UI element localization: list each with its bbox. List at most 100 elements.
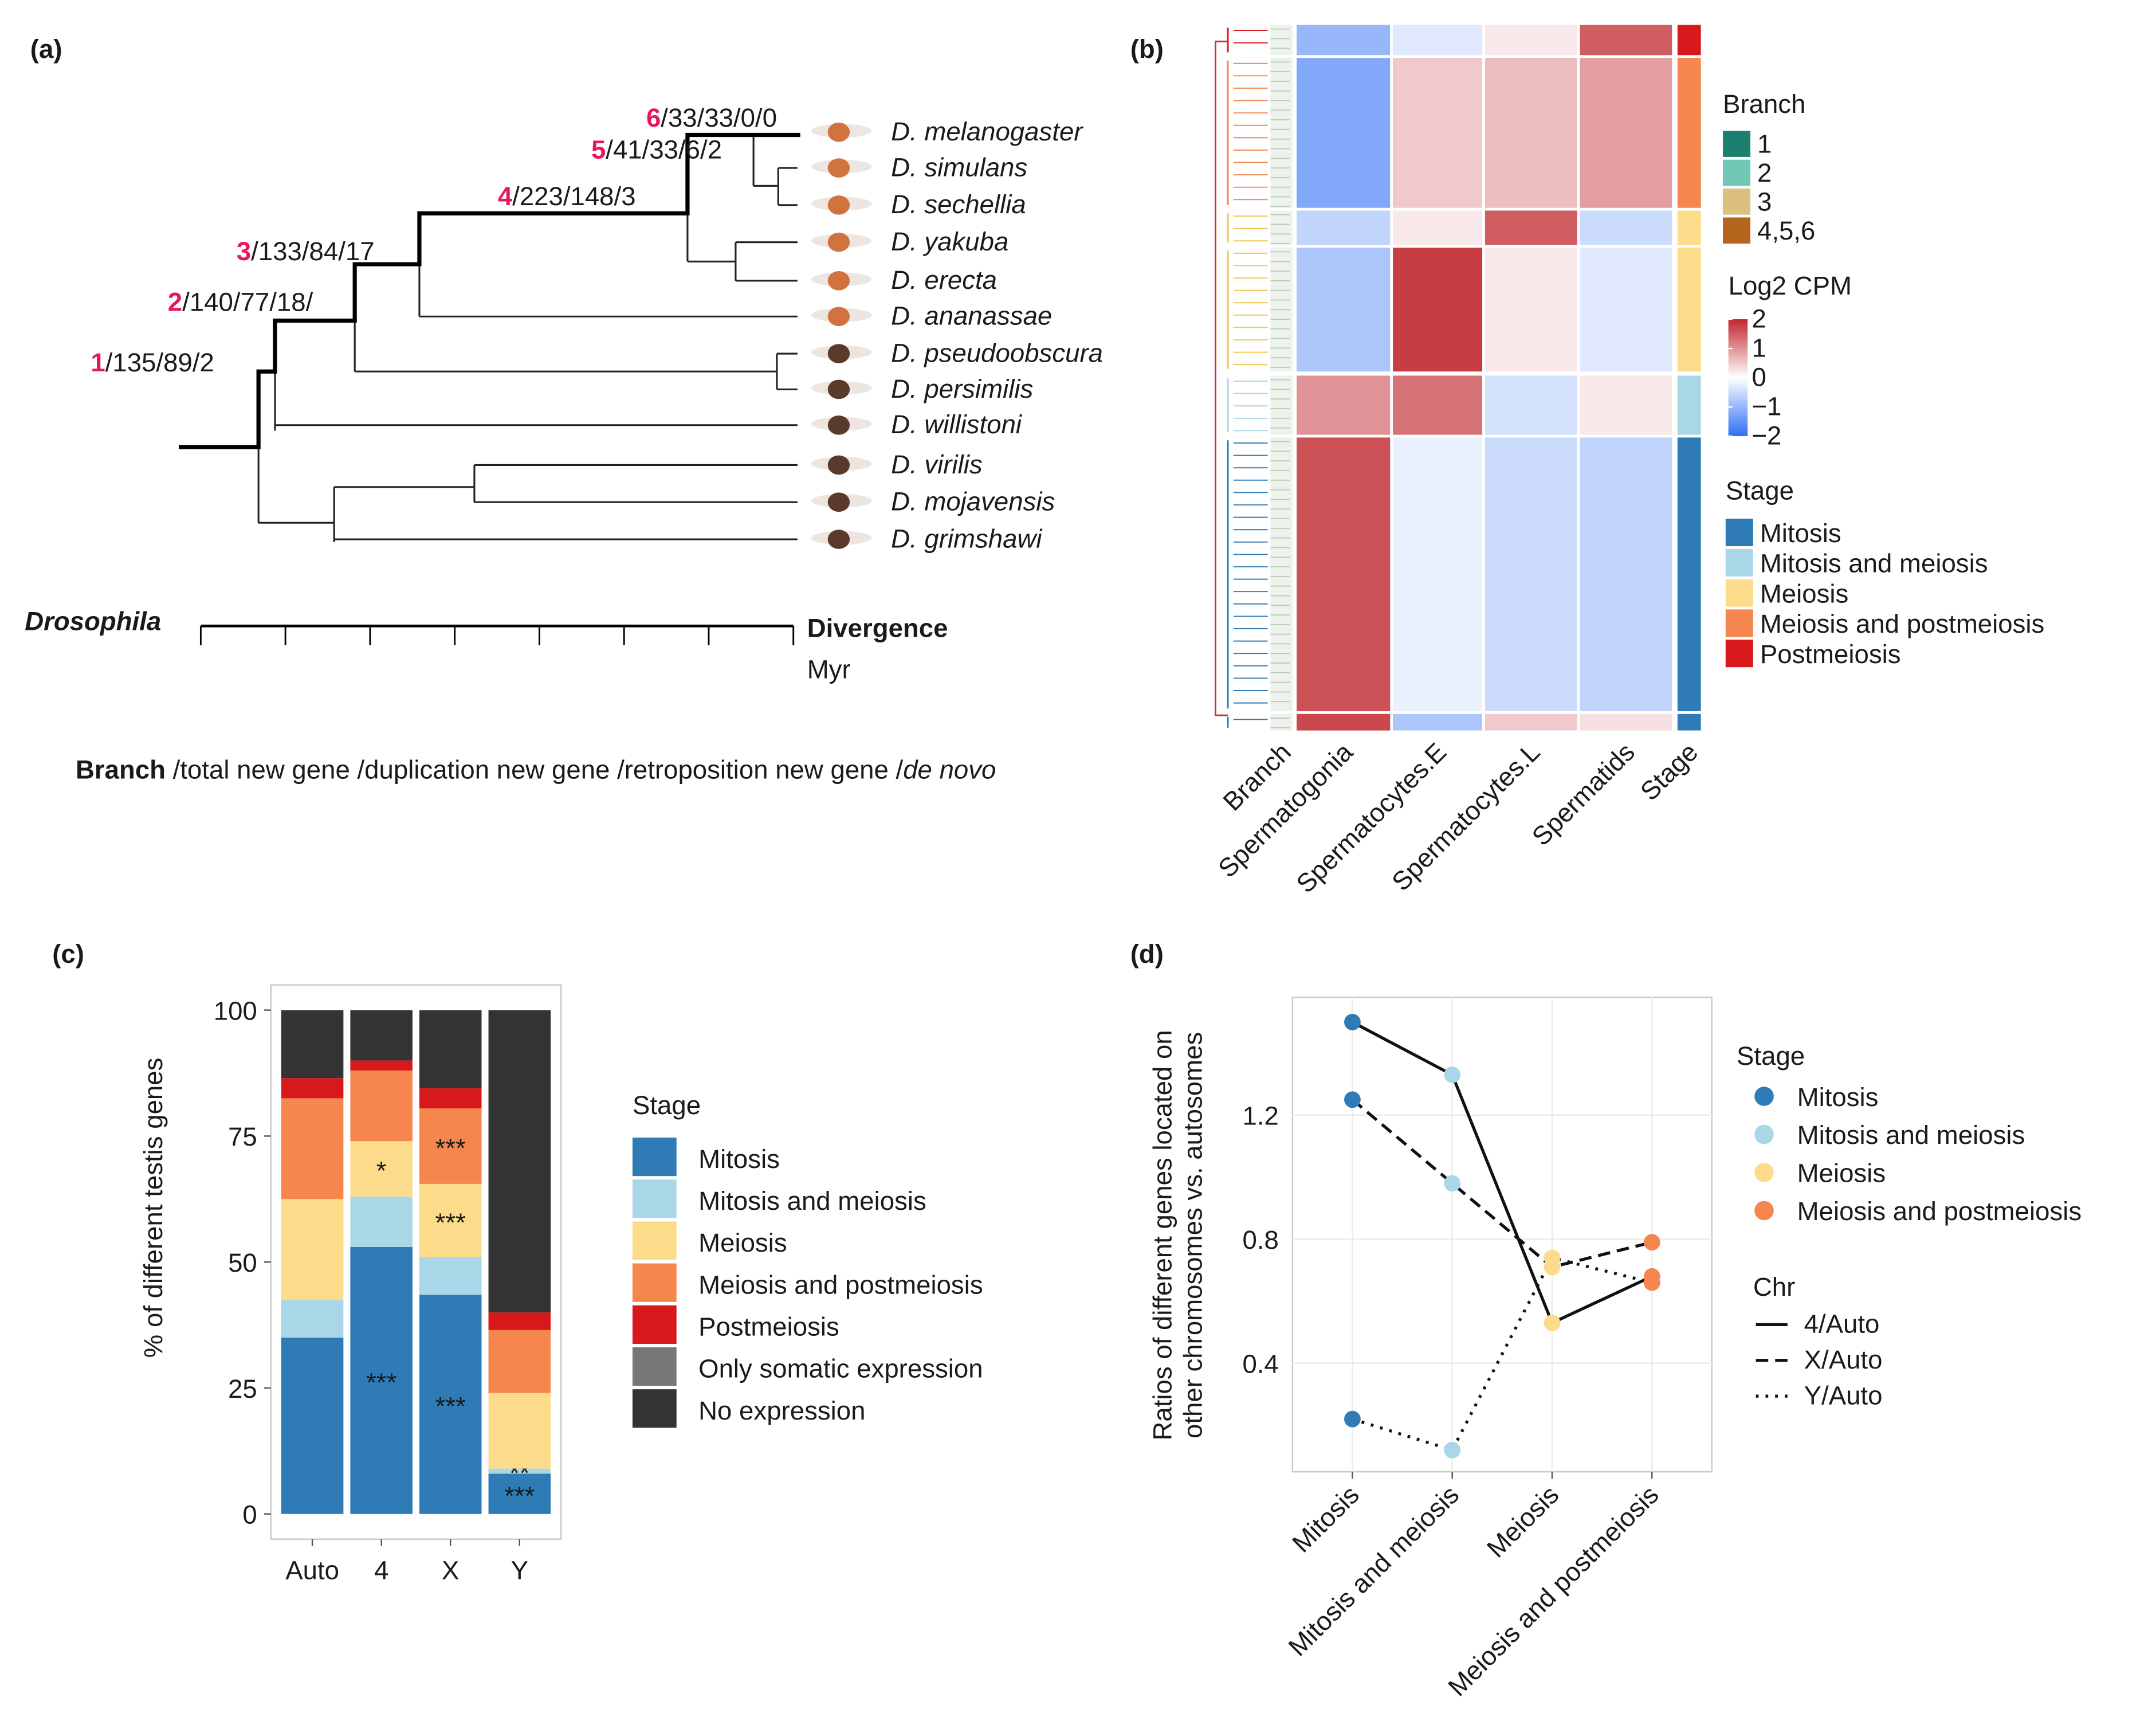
x-tick-label: Y bbox=[511, 1555, 528, 1585]
legend-swatch bbox=[632, 1347, 677, 1386]
panel-label: (c) bbox=[52, 939, 84, 969]
legend-label: Postmeiosis bbox=[1760, 640, 1901, 669]
dendrogram-root bbox=[1215, 40, 1228, 716]
legend-swatch bbox=[1723, 131, 1751, 157]
point bbox=[1544, 1314, 1561, 1331]
heatmap-cell bbox=[1297, 248, 1391, 372]
bar-segment bbox=[419, 1295, 482, 1514]
species-name: D. yakuba bbox=[891, 227, 1008, 256]
legend-label: 4,5,6 bbox=[1757, 216, 1815, 245]
axis-label: Drosophila bbox=[25, 606, 161, 636]
fly-body bbox=[827, 195, 850, 215]
legend-swatch bbox=[1725, 548, 1753, 577]
fly-body bbox=[827, 307, 850, 327]
y-axis-label: other chromosomes vs. autosomes bbox=[1178, 1032, 1207, 1438]
heatmap-cell bbox=[1393, 248, 1483, 372]
legend-title: Chr bbox=[1753, 1272, 1795, 1301]
branch-label: 6/33/33/0/0 bbox=[646, 103, 777, 132]
legend-label: No expression bbox=[698, 1396, 865, 1425]
branch-number: 2 bbox=[168, 288, 182, 317]
legend-swatch bbox=[1723, 159, 1751, 186]
y-axis-label: % of different testis genes bbox=[139, 1058, 168, 1358]
legend-label: Meiosis bbox=[1760, 579, 1849, 608]
branch-counts: /223/148/3 bbox=[512, 182, 635, 211]
legend-swatch bbox=[632, 1137, 677, 1177]
species-name: D. willistoni bbox=[891, 410, 1023, 439]
bar-segment bbox=[350, 1196, 413, 1247]
species-name: D. pseudoobscura bbox=[891, 338, 1103, 367]
fly-body bbox=[827, 344, 850, 363]
footer: Branch /total new gene /duplication new … bbox=[76, 755, 996, 785]
point bbox=[1444, 1067, 1461, 1083]
species-name: D. erecta bbox=[891, 265, 997, 295]
colorbar-label: −1 bbox=[1751, 391, 1781, 421]
heatmap-cell bbox=[1297, 713, 1391, 731]
legend-title: Stage bbox=[1737, 1041, 1805, 1071]
stage-cell bbox=[1677, 248, 1701, 372]
legend-label: Postmeiosis bbox=[698, 1312, 839, 1342]
bar-segment bbox=[350, 1060, 413, 1071]
point bbox=[1344, 1091, 1361, 1108]
legend-swatch bbox=[1723, 217, 1751, 244]
point bbox=[1444, 1441, 1461, 1459]
branch-number: 6 bbox=[646, 103, 661, 132]
fly-body bbox=[827, 271, 850, 291]
branch-counts: /133/84/17 bbox=[251, 237, 374, 266]
legend-label: Mitosis bbox=[1797, 1083, 1879, 1112]
significance: *** bbox=[366, 1368, 396, 1397]
branch-label: 1/135/89/2 bbox=[91, 348, 214, 377]
legend-swatch bbox=[1725, 579, 1753, 607]
x-tick-label: 4 bbox=[374, 1555, 388, 1585]
y-tick-label: 100 bbox=[214, 996, 257, 1025]
stage-cell bbox=[1677, 25, 1701, 56]
legend-point bbox=[1754, 1124, 1774, 1144]
bar-segment bbox=[350, 1246, 413, 1514]
y-tick-label: 75 bbox=[228, 1122, 257, 1151]
heatmap-cell bbox=[1485, 210, 1577, 245]
bar-segment bbox=[488, 1468, 551, 1474]
fly-body bbox=[827, 530, 850, 549]
branch-number: 5 bbox=[591, 135, 606, 164]
legend-title: Stage bbox=[633, 1091, 701, 1120]
fly-body bbox=[827, 158, 850, 178]
legend-point bbox=[1754, 1087, 1774, 1106]
heatmap-cell bbox=[1393, 713, 1483, 731]
branch-cell bbox=[1270, 210, 1293, 245]
branch-cell bbox=[1270, 25, 1293, 56]
legend-swatch bbox=[1725, 519, 1753, 547]
legend-label: Meiosis and postmeiosis bbox=[1760, 609, 2045, 638]
footer-part: Branch bbox=[76, 755, 166, 785]
heatmap-cell bbox=[1393, 210, 1483, 245]
species-name: D. virilis bbox=[891, 450, 983, 479]
heatmap-cell bbox=[1485, 58, 1577, 208]
bar-segment bbox=[419, 1257, 482, 1295]
branch-cell bbox=[1270, 58, 1293, 208]
y-tick-label: 0 bbox=[242, 1500, 257, 1530]
legend-label: Meiosis and postmeiosis bbox=[698, 1270, 983, 1299]
heatmap-cell bbox=[1580, 375, 1672, 435]
axis-title: Divergence bbox=[807, 613, 948, 642]
legend-label: Mitosis bbox=[1760, 519, 1841, 548]
bar-segment bbox=[488, 1010, 551, 1313]
x-tick-label: X bbox=[442, 1555, 459, 1585]
branch-label: 3/133/84/17 bbox=[237, 237, 375, 266]
legend-swatch bbox=[632, 1221, 677, 1260]
heatmap-cell bbox=[1580, 25, 1672, 56]
bar-segment bbox=[419, 1088, 482, 1108]
axis-unit: Myr bbox=[807, 654, 851, 684]
heatmap-cell bbox=[1580, 248, 1672, 372]
x-tick-label: Auto bbox=[285, 1555, 339, 1585]
panel-label: (b) bbox=[1130, 34, 1164, 64]
significance: *** bbox=[435, 1392, 466, 1421]
plot-area bbox=[1291, 996, 1713, 1473]
bar-segment bbox=[488, 1393, 551, 1469]
panel-label: (d) bbox=[1130, 939, 1164, 969]
branch-number: 3 bbox=[237, 237, 251, 266]
legend-label: Mitosis and meiosis bbox=[1797, 1120, 2025, 1150]
legend-label: 3 bbox=[1757, 187, 1772, 216]
heatmap-cell bbox=[1393, 58, 1483, 208]
stage-cell bbox=[1677, 375, 1701, 435]
branch-label: 4/223/148/3 bbox=[498, 182, 636, 211]
